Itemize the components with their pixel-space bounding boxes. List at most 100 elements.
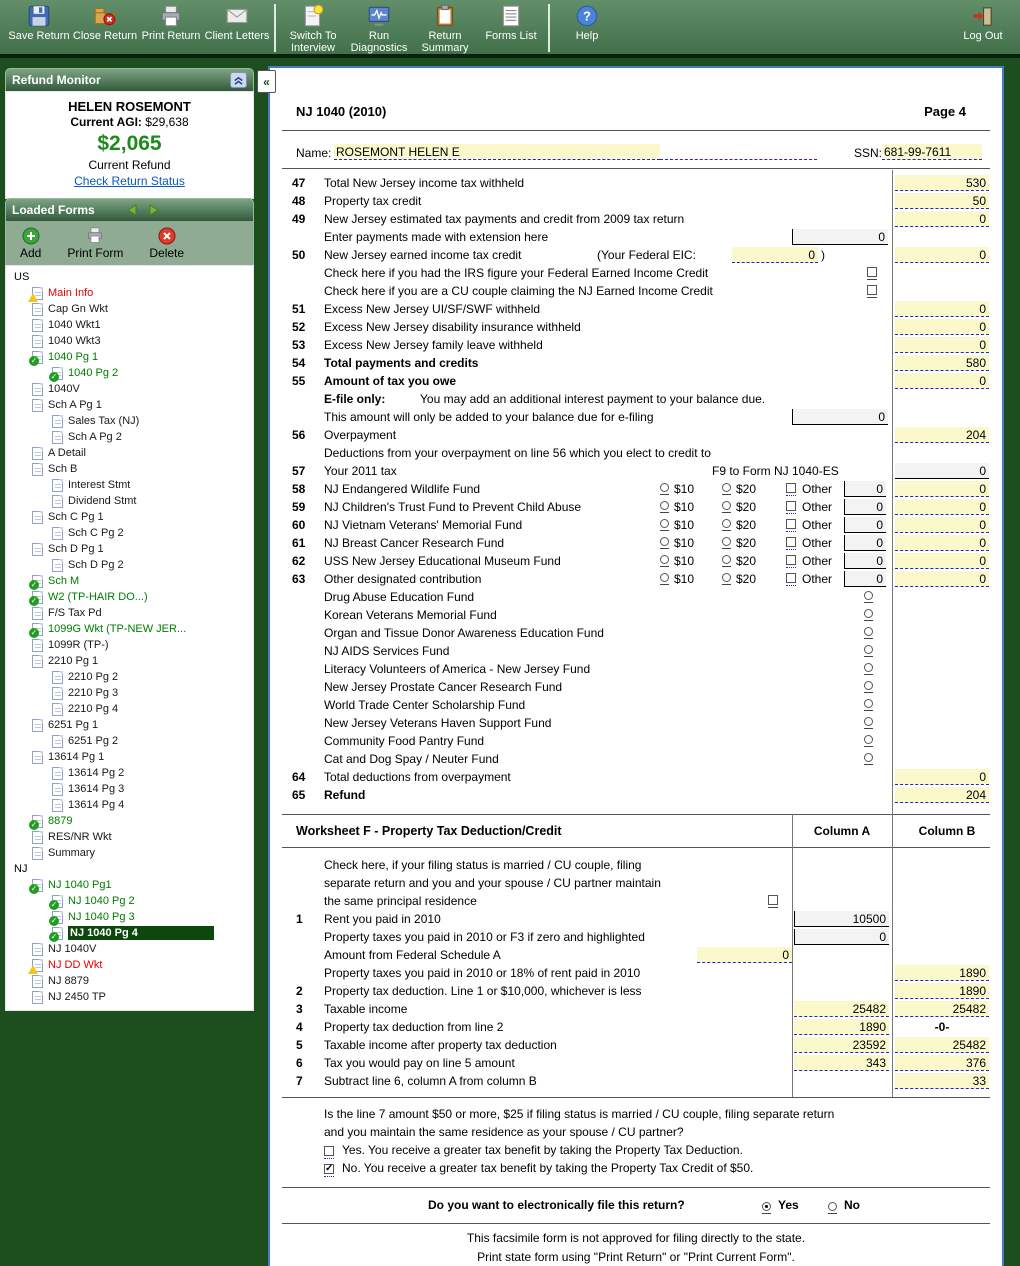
line-63-20-radio[interactable] (722, 573, 731, 585)
line-50-checkbox[interactable] (867, 267, 877, 280)
line-59-other-amount-field[interactable]: 0 (844, 499, 886, 515)
forms-list-button[interactable]: Forms List (478, 2, 544, 42)
worksheet-col-b-field[interactable]: 25482 (895, 1001, 989, 1017)
tree-item-sch-m[interactable]: ✓ Sch M (6, 573, 253, 590)
fund-radio-nj-aids-services-fund[interactable] (864, 645, 873, 657)
log-out-button[interactable]: Log Out (950, 2, 1016, 42)
line-58-20-radio[interactable] (722, 483, 731, 495)
tree-item-sch-d-pg-1[interactable]: Sch D Pg 1 (6, 541, 253, 557)
worksheet-col-b-field[interactable]: 25482 (895, 1037, 989, 1053)
efile-yes-radio[interactable] (762, 1202, 771, 1214)
line-59-10-radio[interactable] (660, 501, 669, 513)
print-form-button[interactable]: Print Form (67, 226, 123, 260)
tree-item-6251-pg-1[interactable]: 6251 Pg 1 (6, 717, 253, 733)
line-62-10-radio[interactable] (660, 555, 669, 567)
run-diagnostics-button[interactable]: Run Diagnostics (346, 2, 412, 54)
line-62-20-radio[interactable] (722, 555, 731, 567)
tree-item-2210-pg-4[interactable]: 2210 Pg 4 (6, 701, 253, 717)
fund-radio-organ-and-tissue-donor-awareness-education-fund[interactable] (864, 627, 873, 639)
tree-item-1040v[interactable]: 1040V (6, 381, 253, 397)
tree-item-2210-pg-1[interactable]: 2210 Pg 1 (6, 653, 253, 669)
tree-item-sch-a-pg-1[interactable]: Sch A Pg 1 (6, 397, 253, 413)
worksheet-col-a-field[interactable]: 343 (794, 1055, 889, 1071)
tree-item-1099r-tp[interactable]: 1099R (TP-) (6, 637, 253, 653)
line-60-20-radio[interactable] (722, 519, 731, 531)
line-58-amount-field[interactable]: 0 (895, 481, 989, 497)
worksheet-col-a-field[interactable]: 23592 (794, 1037, 889, 1053)
worksheet-filing-status-checkbox[interactable] (768, 895, 778, 908)
line-51-amount-field[interactable]: 0 (895, 301, 989, 317)
delete-form-button[interactable]: Delete (149, 227, 184, 260)
worksheet-col-a-field[interactable]: 0 (794, 929, 889, 945)
tree-item-13614-pg-3[interactable]: 13614 Pg 3 (6, 781, 253, 797)
worksheet-col-a-field[interactable]: 25482 (794, 1001, 889, 1017)
tree-item-1040-wkt1[interactable]: 1040 Wkt1 (6, 317, 253, 333)
line-61-20-radio[interactable] (722, 537, 731, 549)
line-61-amount-field[interactable]: 0 (895, 535, 989, 551)
property-tax-credit-no-checkbox[interactable] (324, 1163, 334, 1177)
tree-item-nj-2450-tp[interactable]: NJ 2450 TP (6, 989, 253, 1005)
worksheet-col-b-field[interactable]: 376 (895, 1055, 989, 1071)
line-60-other-amount-field[interactable]: 0 (844, 517, 886, 533)
tree-item-6251-pg-2[interactable]: 6251 Pg 2 (6, 733, 253, 749)
line-49-amount-field[interactable]: 0 (895, 211, 989, 227)
worksheet-schedule-a-field[interactable]: 0 (697, 947, 792, 963)
fund-radio-world-trade-center-scholarship-fund[interactable] (864, 699, 873, 711)
tree-item-13614-pg-4[interactable]: 13614 Pg 4 (6, 797, 253, 813)
add-form-button[interactable]: Add (20, 227, 41, 260)
tree-item-2210-pg-3[interactable]: 2210 Pg 3 (6, 685, 253, 701)
collapse-panel-button[interactable] (230, 72, 247, 88)
line-50-amount-field[interactable]: 0 (895, 247, 989, 263)
tree-item-sch-a-pg-2[interactable]: Sch A Pg 2 (6, 429, 253, 445)
worksheet-col-a-field[interactable]: 10500 (794, 911, 889, 927)
line-60-amount-field[interactable]: 0 (895, 517, 989, 533)
tree-item-dividend-stmt[interactable]: Dividend Stmt (6, 493, 253, 509)
back-arrow-icon[interactable] (125, 204, 138, 216)
line-56-amount-field[interactable]: 204 (895, 427, 989, 443)
line-63-other-amount-field[interactable]: 0 (844, 571, 886, 587)
line-54-amount-field[interactable]: 580 (895, 355, 989, 371)
line-61-10-radio[interactable] (660, 537, 669, 549)
tree-item-res-nr-wkt[interactable]: RES/NR Wkt (6, 829, 253, 845)
line-58-other-amount-field[interactable]: 0 (844, 481, 886, 497)
tree-item-sales-tax-nj[interactable]: Sales Tax (NJ) (6, 413, 253, 429)
line-52-amount-field[interactable]: 0 (895, 319, 989, 335)
line-59-amount-field[interactable]: 0 (895, 499, 989, 515)
client-letters-button[interactable]: Client Letters (204, 2, 270, 42)
fund-radio-new-jersey-veterans-haven-support-fund[interactable] (864, 717, 873, 729)
print-return-button[interactable]: Print Return (138, 2, 204, 42)
worksheet-col-b-field[interactable]: 1890 (895, 983, 989, 999)
line-50-checkbox[interactable] (867, 285, 877, 298)
tree-item-summary[interactable]: Summary (6, 845, 253, 861)
fund-radio-new-jersey-prostate-cancer-research-fund[interactable] (864, 681, 873, 693)
line-59-20-radio[interactable] (722, 501, 731, 513)
tree-item-cap-gn-wkt[interactable]: Cap Gn Wkt (6, 301, 253, 317)
line-53-amount-field[interactable]: 0 (895, 337, 989, 353)
tree-item-1099g-wkt-tp-new-jer[interactable]: ✓ 1099G Wkt (TP-NEW JER... (6, 621, 253, 638)
tree-item-nj-1040v[interactable]: NJ 1040V (6, 941, 253, 957)
tree-item-w2-tp-hair-do[interactable]: ✓ W2 (TP-HAIR DO...) (6, 589, 253, 606)
worksheet-col-b-field[interactable]: 33 (895, 1073, 989, 1089)
tree-item-8879[interactable]: ✓ 8879 (6, 813, 253, 830)
tree-item-1040-pg-1[interactable]: ✓ 1040 Pg 1 (6, 349, 253, 366)
tree-item-nj-8879[interactable]: NJ 8879 (6, 973, 253, 989)
worksheet-col-b-field[interactable]: 1890 (895, 965, 989, 981)
tree-item-sch-d-pg-2[interactable]: Sch D Pg 2 (6, 557, 253, 573)
tree-item-1040-pg-2[interactable]: ✓ 1040 Pg 2 (6, 365, 253, 382)
tree-item-sch-b[interactable]: Sch B (6, 461, 253, 477)
federal-eic-field[interactable]: 0 (732, 247, 818, 263)
fund-radio-community-food-pantry-fund[interactable] (864, 735, 873, 747)
tree-item-interest-stmt[interactable]: Interest Stmt (6, 477, 253, 493)
line-60-other-checkbox[interactable] (786, 519, 796, 532)
fund-radio-cat-and-dog-spay-neuter-fund[interactable] (864, 753, 873, 765)
tree-item-nj-1040-pg-3[interactable]: ✓ NJ 1040 Pg 3 (6, 909, 253, 926)
fund-radio-literacy-volunteers-of-america-new-jersey-fund[interactable] (864, 663, 873, 675)
ssn-field[interactable]: 681-99-7611 (882, 144, 982, 160)
return-summary-button[interactable]: Return Summary (412, 2, 478, 54)
tree-item-sch-c-pg-2[interactable]: Sch C Pg 2 (6, 525, 253, 541)
line-57-amount-field[interactable]: 0 (895, 463, 989, 479)
line-58-other-checkbox[interactable] (786, 483, 796, 496)
forward-arrow-icon[interactable] (148, 204, 161, 216)
tree-item-nj-dd-wkt[interactable]: NJ DD Wkt (6, 957, 253, 974)
tree-item-f-s-tax-pd[interactable]: F/S Tax Pd (6, 605, 253, 621)
